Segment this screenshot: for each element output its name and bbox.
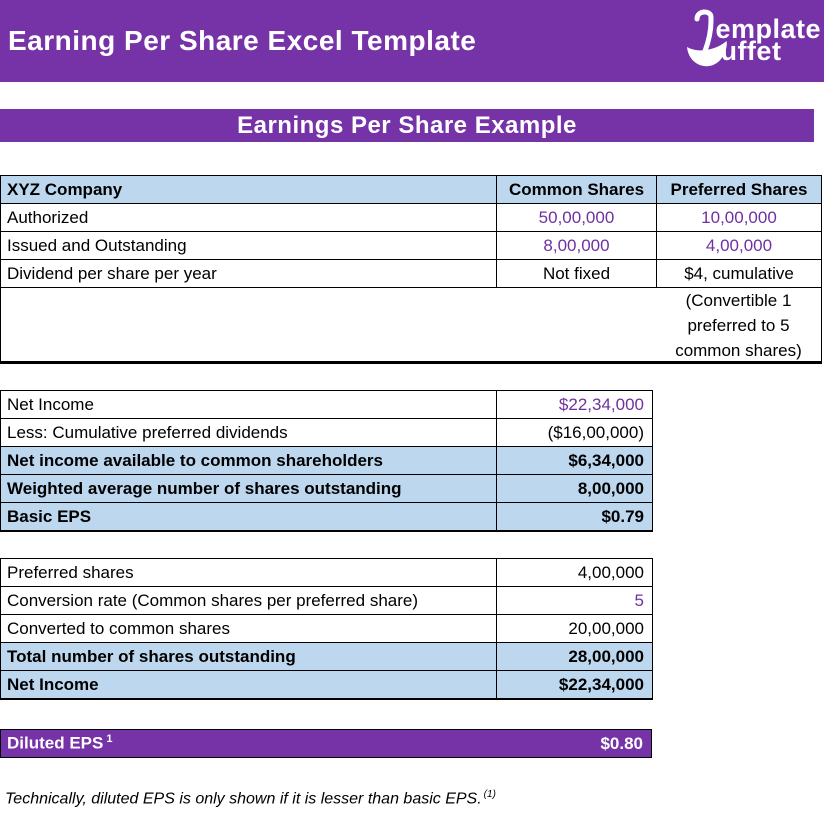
diluted-eps-value: $0.80 <box>600 733 643 753</box>
cell-issued-common[interactable]: 8,00,000 <box>496 231 657 260</box>
cell-total-shares-label[interactable]: Total number of shares outstanding <box>0 642 497 671</box>
footnote: Technically, diluted EPS is only shown i… <box>5 789 496 808</box>
cell-dividend-label[interactable]: Dividend per share per year <box>0 259 497 288</box>
cell-total-shares-value[interactable]: 28,00,000 <box>496 642 653 671</box>
cell-dividend-preferred[interactable]: $4, cumulative <box>656 259 822 288</box>
basic-eps-table: Net Income $22,34,000 Less: Cumulative p… <box>0 390 653 532</box>
cell-conversion-rate-value[interactable]: 5 <box>496 586 653 615</box>
cell-conversion-rate-label[interactable]: Conversion rate (Common shares per prefe… <box>0 586 497 615</box>
ladle-icon <box>687 9 728 67</box>
cell-dividend-common[interactable]: Not fixed <box>496 259 657 288</box>
table-row: (Convertible 1 preferred to 5 common sha… <box>0 287 822 364</box>
footnote-superscript: (1) <box>483 789 496 800</box>
cell-issued-preferred[interactable]: 4,00,000 <box>656 231 822 260</box>
cell-basic-eps-value[interactable]: $0.79 <box>496 502 653 532</box>
table-row: Converted to common shares 20,00,000 <box>0 614 653 643</box>
column-header-common-shares[interactable]: Common Shares <box>496 175 657 204</box>
cell-preferred-shares-value[interactable]: 4,00,000 <box>496 558 653 587</box>
logo-text-line1: emplate <box>715 14 821 44</box>
table-row: Total number of shares outstanding 28,00… <box>0 642 653 671</box>
page-title: Earning Per Share Excel Template <box>8 25 477 56</box>
table-header-row: XYZ Company Common Shares Preferred Shar… <box>0 175 822 204</box>
table-row: Basic EPS $0.79 <box>0 502 653 532</box>
footnote-text: Technically, diluted EPS is only shown i… <box>5 790 482 808</box>
header-banner: Earning Per Share Excel Template emplate… <box>0 0 824 82</box>
cell-authorized-label[interactable]: Authorized <box>0 203 497 232</box>
cell-authorized-preferred[interactable]: 10,00,000 <box>656 203 822 232</box>
cell-weighted-shares-value[interactable]: 8,00,000 <box>496 474 653 503</box>
cell-converted-shares-value[interactable]: 20,00,000 <box>496 614 653 643</box>
convertible-note-text: (Convertible 1 preferred to 5 common sha… <box>675 291 802 360</box>
logo-text-line2: uffet <box>720 36 782 66</box>
table-row: Net income available to common sharehold… <box>0 446 653 475</box>
footnote-marker: 1 <box>106 733 113 746</box>
diluted-shares-table: Preferred shares 4,00,000 Conversion rat… <box>0 558 653 700</box>
column-header-xyz-company[interactable]: XYZ Company <box>0 175 497 204</box>
cell-convertible-note[interactable]: (Convertible 1 preferred to 5 common sha… <box>0 287 822 364</box>
cell-issued-label[interactable]: Issued and Outstanding <box>0 231 497 260</box>
cell-available-income-value[interactable]: $6,34,000 <box>496 446 653 475</box>
cell-weighted-shares-label[interactable]: Weighted average number of shares outsta… <box>0 474 497 503</box>
cell-net-income2-value[interactable]: $22,34,000 <box>496 670 653 700</box>
cell-net-income-label[interactable]: Net Income <box>0 390 497 419</box>
table-row: Net Income $22,34,000 <box>0 670 653 700</box>
table-row: Authorized 50,00,000 10,00,000 <box>0 203 822 232</box>
table-row: Net Income $22,34,000 <box>0 390 653 419</box>
cell-less-dividends-value[interactable]: ($16,00,000) <box>496 418 653 447</box>
table-row: Less: Cumulative preferred dividends ($1… <box>0 418 653 447</box>
table-row: Dividend per share per year Not fixed $4… <box>0 259 822 288</box>
company-shares-table: XYZ Company Common Shares Preferred Shar… <box>0 175 822 364</box>
template-buffet-logo: emplate uffet <box>681 5 821 73</box>
table-row: Weighted average number of shares outsta… <box>0 474 653 503</box>
table-row: Preferred shares 4,00,000 <box>0 558 653 587</box>
diluted-eps-label: Diluted EPS 1 <box>7 733 113 753</box>
cell-basic-eps-label[interactable]: Basic EPS <box>0 502 497 532</box>
cell-less-dividends-label[interactable]: Less: Cumulative preferred dividends <box>0 418 497 447</box>
cell-authorized-common[interactable]: 50,00,000 <box>496 203 657 232</box>
cell-net-income-value[interactable]: $22,34,000 <box>496 390 653 419</box>
cell-net-income2-label[interactable]: Net Income <box>0 670 497 700</box>
logo-text: emplate uffet <box>715 14 821 66</box>
diluted-eps-bar[interactable]: Diluted EPS 1 $0.80 <box>0 729 652 758</box>
cell-converted-shares-label[interactable]: Converted to common shares <box>0 614 497 643</box>
sheet-title-bar: Earnings Per Share Example <box>0 109 814 142</box>
cell-available-income-label[interactable]: Net income available to common sharehold… <box>0 446 497 475</box>
table-row: Conversion rate (Common shares per prefe… <box>0 586 653 615</box>
column-header-preferred-shares[interactable]: Preferred Shares <box>656 175 822 204</box>
cell-preferred-shares-label[interactable]: Preferred shares <box>0 558 497 587</box>
table-row: Issued and Outstanding 8,00,000 4,00,000 <box>0 231 822 260</box>
